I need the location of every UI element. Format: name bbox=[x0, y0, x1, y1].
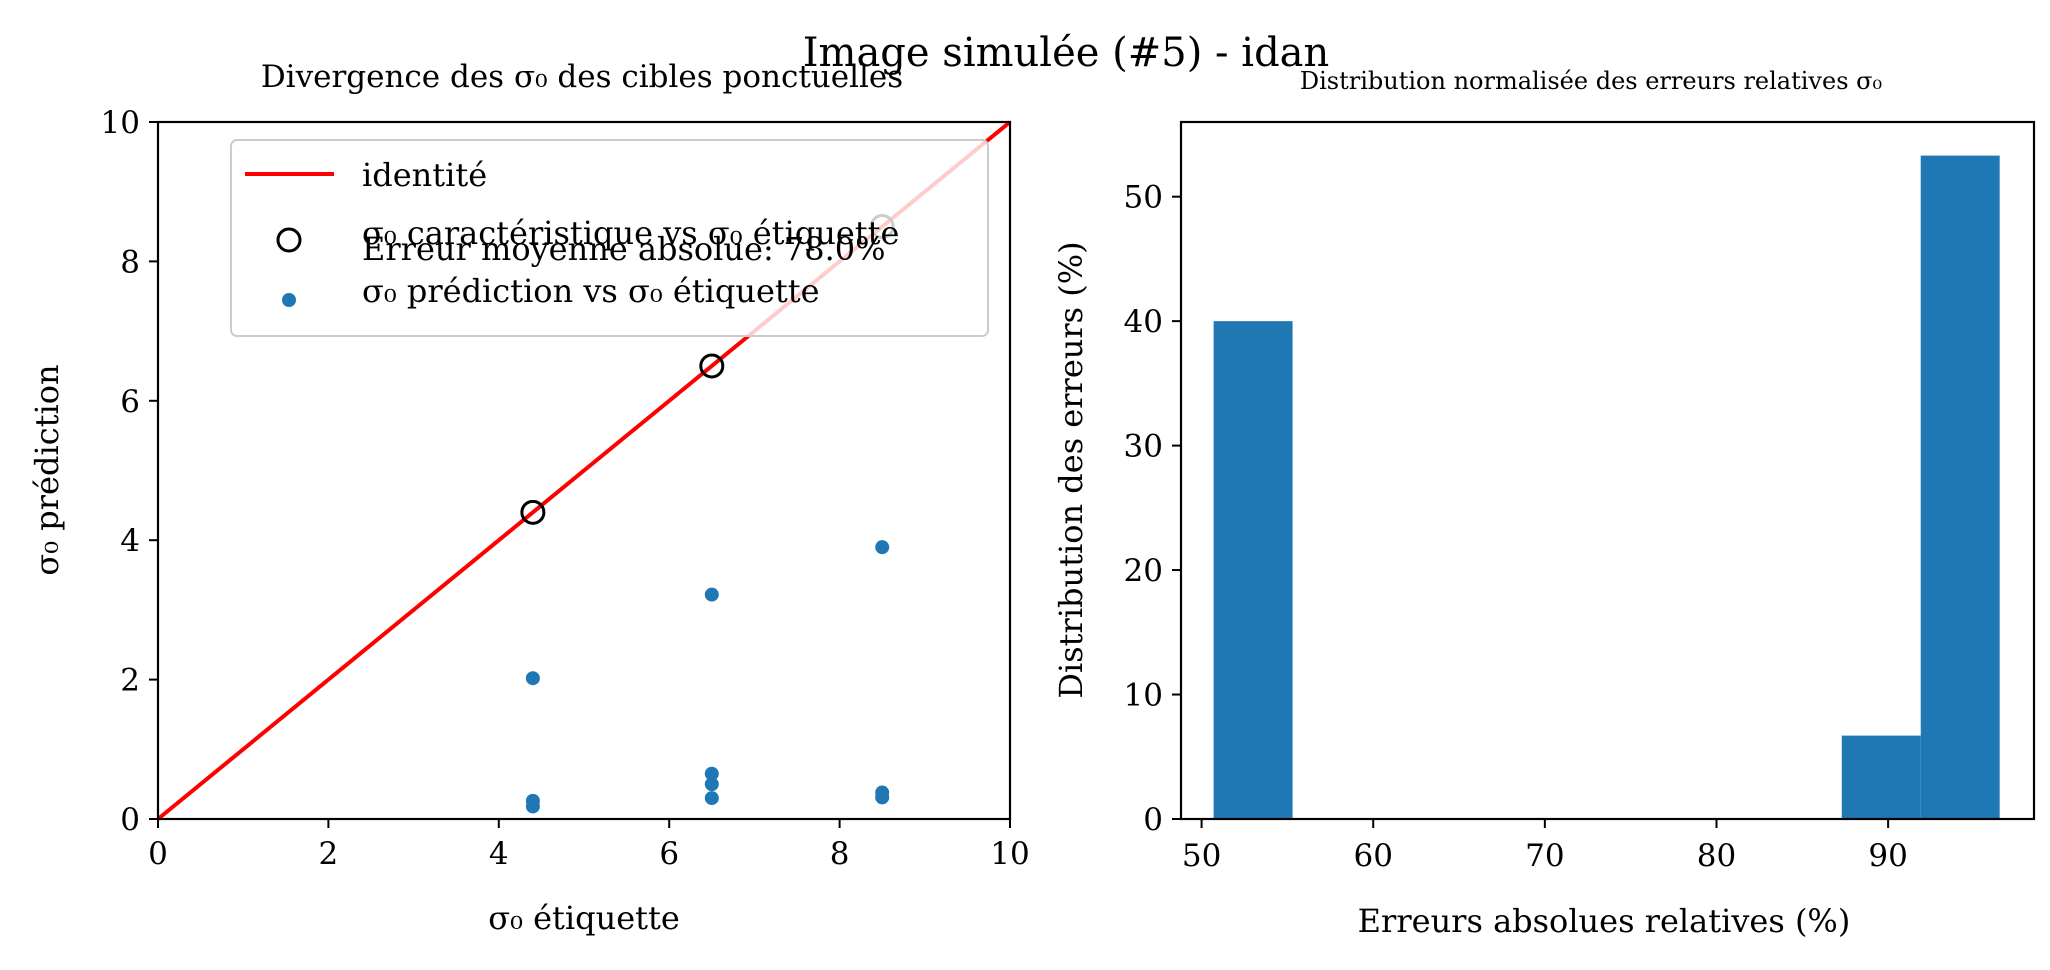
y-tick-label: 0 bbox=[1143, 802, 1163, 838]
x-tick-label: 8 bbox=[830, 836, 850, 872]
histogram-y-axis-label: Distribution des erreurs (%) bbox=[1052, 241, 1090, 698]
histogram-y-ticks: 0 10 20 30 40 50 bbox=[1124, 180, 1181, 838]
x-tick-label: 70 bbox=[1525, 838, 1564, 874]
scatter-legend: identité σ₀ caractéristique vs σ₀ étique… bbox=[230, 139, 989, 337]
histogram-bar bbox=[1920, 155, 2000, 820]
x-tick-label: 4 bbox=[489, 836, 509, 872]
y-tick-label: 0 bbox=[120, 802, 140, 838]
scatter-y-ticks: 0 2 4 6 8 10 bbox=[101, 105, 158, 838]
scatter-plot: Divergence des σ₀ des cibles ponctuelles… bbox=[28, 59, 1030, 937]
x-tick-label: 10 bbox=[990, 836, 1029, 872]
histogram-x-ticks: 50 60 70 80 90 bbox=[1182, 819, 1908, 874]
prediction-point bbox=[704, 766, 719, 781]
x-tick-label: 90 bbox=[1868, 838, 1907, 874]
y-tick-label: 4 bbox=[120, 523, 140, 559]
y-tick-label: 10 bbox=[1124, 678, 1163, 714]
legend-prediction-label: σ₀ prédiction vs σ₀ étiquette bbox=[362, 272, 820, 310]
histogram: Distribution normalisée des erreurs rela… bbox=[1052, 67, 2036, 940]
y-tick-label: 8 bbox=[120, 244, 140, 280]
prediction-point bbox=[525, 799, 540, 814]
legend-characteristic-label: σ₀ caractéristique vs σ₀ étiquette bbox=[362, 214, 899, 252]
histogram-title: Distribution normalisée des erreurs rela… bbox=[1300, 67, 1882, 95]
histogram-bar bbox=[1213, 321, 1293, 819]
y-tick-label: 20 bbox=[1124, 553, 1163, 589]
x-tick-label: 60 bbox=[1353, 838, 1392, 874]
x-tick-label: 80 bbox=[1697, 838, 1736, 874]
scatter-frame bbox=[156, 120, 1012, 821]
y-tick-label: 10 bbox=[101, 105, 140, 141]
legend-box bbox=[230, 139, 989, 337]
legend-prediction-swatch bbox=[282, 293, 296, 307]
y-tick-label: 40 bbox=[1124, 304, 1163, 340]
x-tick-label: 0 bbox=[148, 836, 168, 872]
legend-identity-label: identité bbox=[362, 156, 487, 194]
scatter-y-axis-label: σ₀ prédiction bbox=[28, 364, 66, 575]
prediction-point bbox=[875, 790, 890, 805]
y-tick-label: 6 bbox=[120, 384, 140, 420]
scatter-x-ticks: 0 2 4 6 8 10 bbox=[148, 819, 1030, 872]
legend-characteristic-swatch bbox=[276, 227, 302, 253]
y-tick-label: 2 bbox=[120, 663, 140, 699]
y-tick-label: 50 bbox=[1124, 180, 1163, 216]
x-tick-label: 2 bbox=[319, 836, 339, 872]
histogram-bars bbox=[1213, 155, 2000, 820]
histogram-bar bbox=[1841, 735, 1921, 819]
prediction-point bbox=[704, 777, 719, 792]
y-tick-label: 30 bbox=[1124, 429, 1163, 465]
characteristic-point bbox=[520, 499, 546, 525]
scatter-title: Divergence des σ₀ des cibles ponctuelles bbox=[261, 59, 903, 95]
prediction-point bbox=[704, 587, 719, 602]
scatter-annotation: Erreur moyenne absolue: 78.0% bbox=[362, 230, 886, 268]
prediction-point bbox=[875, 540, 890, 555]
x-tick-label: 6 bbox=[659, 836, 679, 872]
characteristic-point bbox=[699, 353, 725, 379]
x-tick-label: 50 bbox=[1182, 838, 1221, 874]
figure-suptitle: Image simulée (#5) - idan bbox=[803, 30, 1330, 76]
histogram-frame bbox=[1179, 120, 2036, 821]
histogram-x-axis-label: Erreurs absolues relatives (%) bbox=[1358, 902, 1851, 940]
scatter-x-axis-label: σ₀ étiquette bbox=[488, 899, 680, 937]
prediction-point bbox=[704, 791, 719, 806]
prediction-point bbox=[525, 671, 540, 686]
